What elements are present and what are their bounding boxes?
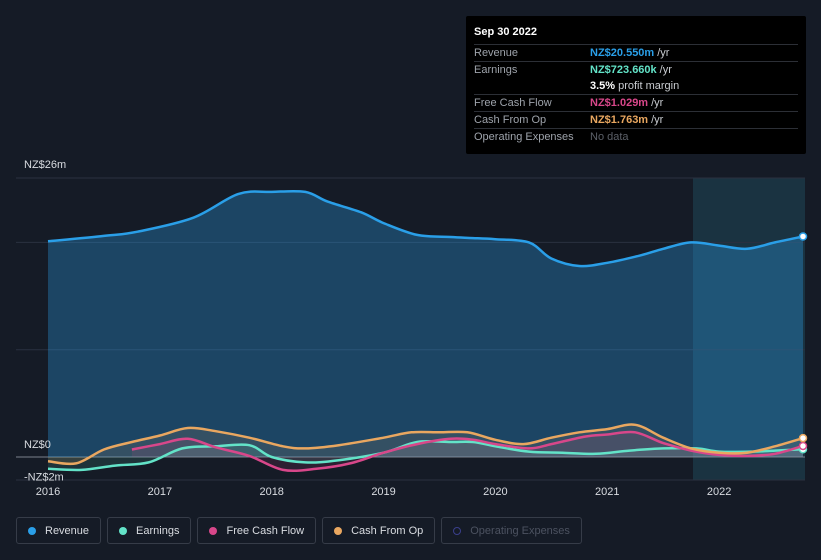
cash-from-op-line bbox=[47, 423, 804, 466]
y-axis-label: NZ$0 bbox=[24, 439, 51, 451]
x-axis-label: 2018 bbox=[259, 486, 283, 498]
legend-label: Earnings bbox=[136, 524, 180, 537]
legend-item-revenue[interactable]: Revenue bbox=[16, 517, 102, 544]
legend-item-cash-from-op[interactable]: Cash From Op bbox=[322, 517, 436, 544]
tooltip-row-unit: /yr bbox=[651, 114, 664, 126]
y-axis-label: -NZ$2m bbox=[24, 471, 64, 483]
legend-dot-icon bbox=[334, 526, 343, 535]
gridlines bbox=[16, 177, 805, 481]
free-cash-flow-endpoint bbox=[798, 441, 808, 451]
legend-item-earnings[interactable]: Earnings bbox=[107, 517, 192, 544]
series-areas bbox=[48, 191, 803, 471]
legend-dot-icon bbox=[28, 526, 36, 535]
revenue-line bbox=[47, 189, 804, 268]
tooltip-row-value: 3.5% bbox=[590, 80, 616, 92]
tooltip-row-unit: /yr bbox=[651, 97, 664, 109]
x-axis-label: 2020 bbox=[483, 486, 507, 498]
forecast-highlight bbox=[693, 178, 805, 480]
tooltip-row-value: No data bbox=[590, 131, 629, 143]
cash-from-op-endpoint bbox=[798, 433, 808, 443]
tooltip-row: Revenue NZ$20.550m/yr bbox=[474, 44, 798, 61]
tooltip-row-label: Revenue bbox=[474, 47, 519, 59]
tooltip-row-value: NZ$1.763m bbox=[590, 114, 649, 126]
tooltip-row-unit: profit margin bbox=[618, 80, 680, 92]
legend-label: Cash From Op bbox=[351, 524, 424, 537]
revenue-endpoint bbox=[798, 232, 808, 241]
legend-label: Revenue bbox=[45, 524, 90, 537]
tooltip-date: Sep 30 2022 bbox=[474, 26, 537, 38]
series-lines bbox=[47, 189, 804, 473]
earnings-area bbox=[48, 441, 803, 471]
tooltip-row-label: Free Cash Flow bbox=[474, 97, 552, 109]
tooltip-row-label: Earnings bbox=[474, 64, 518, 76]
tooltip-rows: Revenue NZ$20.550m/yr Earnings NZ$723.660k /… bbox=[474, 44, 798, 145]
tooltip-row: Free Cash Flow NZ$1.029m/yr bbox=[474, 94, 798, 111]
tooltip-row: Cash From Op NZ$1.763m/yr bbox=[474, 111, 798, 128]
tooltip-row-unit: /yr bbox=[657, 47, 670, 59]
x-axis-label: 2019 bbox=[371, 486, 395, 498]
revenue-area bbox=[48, 191, 803, 457]
tooltip-row-value: NZ$723.660k bbox=[590, 64, 657, 76]
x-axis-labels: 2016 2017 2018 2019 2020 2021 2022 bbox=[36, 486, 732, 498]
series-endpoints bbox=[798, 232, 808, 454]
x-axis-label: 2022 bbox=[707, 486, 731, 498]
legend-item-operating-expenses[interactable]: Operating Expenses bbox=[441, 517, 582, 544]
tooltip-row-label: Operating Expenses bbox=[474, 131, 574, 143]
tooltip-row-unit: /yr bbox=[659, 64, 672, 76]
tooltip-row: Earnings NZ$723.660k/yr bbox=[474, 61, 798, 78]
legend-dot-icon bbox=[453, 526, 462, 535]
x-axis-label: 2021 bbox=[595, 486, 619, 498]
tooltip-row: 3.5% profit margin bbox=[474, 78, 798, 94]
y-axis-labels: NZ$26m NZ$0 -NZ$2m bbox=[24, 159, 66, 483]
free-cash-flow-line bbox=[131, 430, 804, 473]
tooltip: Sep 30 2022 Revenue NZ$20.550m/yr Earnings… bbox=[466, 16, 806, 154]
x-axis-label: 2017 bbox=[148, 486, 172, 498]
legend-label: Free Cash Flow bbox=[226, 524, 305, 537]
legend-item-free-cash-flow[interactable]: Free Cash Flow bbox=[197, 517, 317, 544]
legend-label: Operating Expenses bbox=[470, 524, 570, 537]
legend: Revenue Earnings Free Cash Flow Cash From O… bbox=[16, 517, 588, 546]
tooltip-row-label bbox=[474, 78, 590, 94]
legend-dot-icon bbox=[119, 526, 128, 535]
y-axis-label: NZ$26m bbox=[24, 159, 66, 171]
legend-dot-icon bbox=[209, 526, 218, 535]
tooltip-row-label: Cash From Op bbox=[474, 114, 547, 126]
x-axis-label: 2016 bbox=[36, 486, 60, 498]
tooltip-row: Operating Expenses No data bbox=[474, 128, 798, 145]
tooltip-row-value: NZ$1.029m bbox=[590, 97, 649, 109]
earnings-line bbox=[47, 439, 804, 472]
tooltip-row-value: NZ$20.550m bbox=[590, 47, 655, 59]
